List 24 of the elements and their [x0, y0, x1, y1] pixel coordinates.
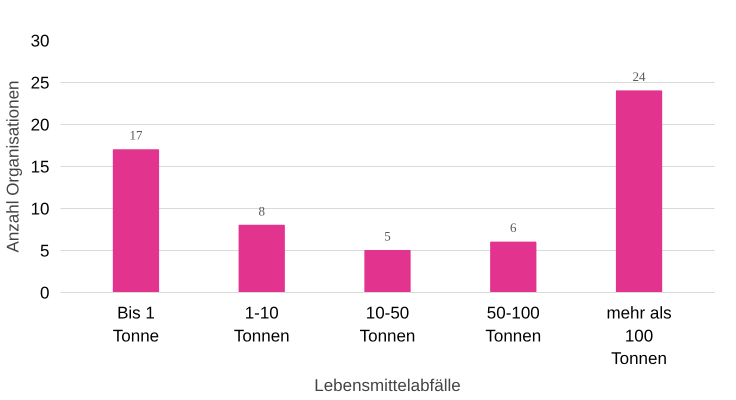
y-tick-label: 5 — [40, 242, 50, 260]
y-tick-label: 0 — [40, 284, 50, 302]
data-label: 17 — [129, 128, 143, 143]
x-tick-label: Bis 1 Tonne — [112, 304, 160, 346]
x-axis-title: Lebensmittelabfälle — [314, 376, 461, 396]
y-tick-label: 25 — [30, 74, 50, 92]
bar — [616, 90, 662, 292]
x-tick-label: 50-100 Tonnen — [485, 304, 542, 346]
data-label: 24 — [632, 68, 646, 84]
data-label: 8 — [258, 203, 265, 218]
x-tick-label: 10-50 Tonnen — [360, 304, 416, 346]
bar — [238, 224, 285, 292]
x-tick-label: mehr als 100 Tonnen — [606, 304, 672, 368]
y-tick-label: 20 — [30, 116, 50, 134]
y-tick-label: 10 — [30, 200, 50, 218]
data-label: 5 — [384, 228, 391, 244]
y-tick-label: 30 — [30, 32, 50, 50]
y-axis-title: Anzahl Organisationen — [4, 80, 23, 252]
data-label: 6 — [510, 220, 518, 236]
y-tick-label: 15 — [30, 158, 50, 176]
x-tick-label: 1-10 Tonnen — [234, 304, 290, 346]
bar — [490, 242, 536, 292]
bar — [112, 149, 160, 292]
bar — [364, 250, 411, 292]
